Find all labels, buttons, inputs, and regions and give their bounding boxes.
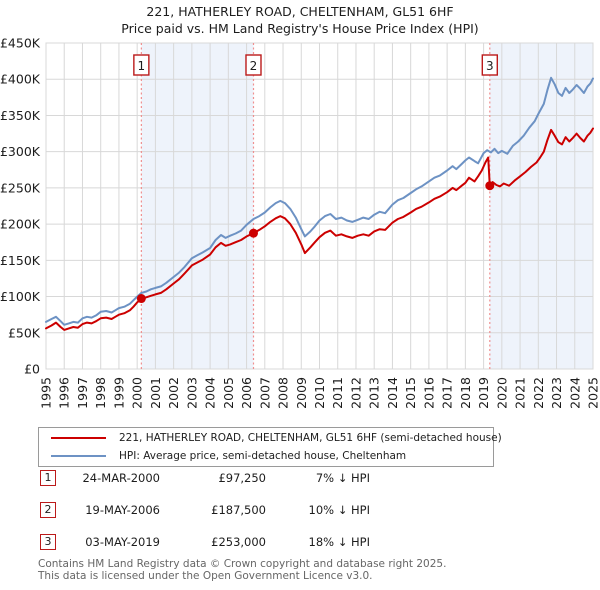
series-line — [45, 76, 594, 326]
y-tick-label: £450K — [0, 36, 41, 51]
legend-label-property: 221, HATHERLEY ROAD, CHELTENHAM, GL51 6H… — [119, 432, 502, 444]
y-tick-label: £250K — [0, 180, 41, 195]
y-tick-label: £300K — [0, 144, 41, 159]
x-tick-label: 2022 — [531, 377, 546, 409]
footer-line-2: This data is licensed under the Open Gov… — [38, 570, 373, 583]
x-tick-label: 2002 — [166, 377, 181, 409]
chart-subtitle: Price paid vs. HM Land Registry's House … — [121, 21, 479, 36]
sale-marker-number: 1 — [138, 59, 146, 73]
price-chart: £0 £50K £100K £150K £200K £250K £300K £350K £400… — [0, 36, 600, 409]
x-tick-label: 2007 — [257, 377, 272, 409]
y-tick-label: £200K — [0, 217, 41, 232]
x-tick-label: 2008 — [276, 377, 291, 409]
x-tick-label: 2005 — [221, 377, 236, 409]
x-tick-label: 2009 — [294, 377, 309, 409]
sale-hpi-diff-2: 10% ↓ HPI — [308, 502, 370, 517]
y-tick-label: £400K — [0, 72, 41, 87]
copyright-footer: Contains HM Land Registry data © Crown c… — [38, 558, 446, 583]
chart-title: 221, HATHERLEY ROAD, CHELTENHAM, GL51 6H… — [146, 4, 454, 19]
x-tick-label: 2001 — [148, 377, 163, 409]
x-tick-label: 2021 — [513, 377, 528, 409]
x-tick-label: 2011 — [330, 377, 345, 409]
plot-border — [45, 42, 594, 370]
sale-marker-box — [481, 54, 498, 76]
series-line — [45, 127, 594, 331]
footer-line-1: Contains HM Land Registry data © Crown c… — [38, 558, 447, 570]
sale-hpi-diff-1: 7% ↓ HPI — [315, 470, 370, 485]
sale-marker-badge-2: 2 — [40, 501, 56, 518]
legend-item-hpi: HPI: Average price, semi-detached house,… — [39, 449, 493, 464]
sale-date-1: 24-MAR-2000 — [82, 470, 160, 485]
x-tick-label: 2024 — [567, 377, 582, 409]
sale-row-2: 2 19-MAY-2006 £187,500 10% ↓ HPI — [40, 501, 370, 518]
x-tick-label: 2006 — [239, 377, 254, 409]
y-tick-label: £350K — [0, 108, 41, 123]
x-tick-label: 2013 — [367, 377, 382, 409]
sale-row-3: 3 03-MAY-2019 £253,000 18% ↓ HPI — [40, 533, 370, 550]
legend-item-property: 221, HATHERLEY ROAD, CHELTENHAM, GL51 6H… — [39, 431, 502, 446]
x-tick-label: 2000 — [130, 377, 145, 409]
sale-hpi-diff-3: 18% ↓ HPI — [308, 534, 370, 549]
hpi-line-sample — [51, 455, 106, 457]
sale-price-3: £253,000 — [211, 534, 266, 549]
x-tick-label: 2014 — [385, 377, 400, 409]
x-tick-label: 2010 — [312, 377, 327, 409]
y-tick-label: £150K — [0, 253, 41, 268]
y-tick-label: £50K — [8, 325, 41, 340]
property-line-sample — [51, 437, 106, 439]
sales-table: 1 24-MAR-2000 £97,250 7% ↓ HPI 2 19-MAY-… — [40, 469, 370, 565]
x-tick-label: 2004 — [203, 377, 218, 409]
y-tick-label: £100K — [0, 289, 41, 304]
x-tick-label: 2016 — [421, 377, 436, 409]
sale-marker-number: 3 — [486, 59, 494, 73]
sale-row-1: 1 24-MAR-2000 £97,250 7% ↓ HPI — [40, 469, 370, 486]
x-tick-label: 2003 — [184, 377, 199, 409]
x-tick-label: 2025 — [586, 377, 600, 409]
sale-price-1: £97,250 — [218, 470, 266, 485]
x-tick-label: 2012 — [348, 377, 363, 409]
sale-marker-badge-1: 1 — [40, 469, 56, 486]
x-tick-label: 1999 — [111, 377, 126, 409]
legend-label-hpi: HPI: Average price, semi-detached house,… — [119, 450, 407, 462]
sale-marker-box — [245, 54, 262, 76]
sale-date-2: 19-MAY-2006 — [85, 502, 160, 517]
sale-date-3: 03-MAY-2019 — [85, 534, 160, 549]
shaded-band — [141, 43, 254, 369]
x-tick-label: 2018 — [458, 377, 473, 409]
y-tick-label: £0 — [24, 362, 40, 377]
sale-marker-badge-3: 3 — [40, 533, 56, 550]
x-tick-label: 1996 — [57, 377, 72, 409]
sale-point-dot — [248, 228, 258, 238]
x-tick-label: 2015 — [403, 377, 418, 409]
sale-marker-number: 2 — [250, 59, 258, 73]
sale-point-dot — [136, 294, 146, 304]
chart-legend: 221, HATHERLEY ROAD, CHELTENHAM, GL51 6H… — [38, 427, 502, 467]
x-tick-label: 2020 — [494, 377, 509, 409]
x-tick-label: 2017 — [440, 377, 455, 409]
sale-price-2: £187,500 — [211, 502, 266, 517]
x-tick-label: 2019 — [476, 377, 491, 409]
x-tick-label: 1997 — [75, 377, 90, 409]
sale-point-dot — [485, 181, 495, 191]
shaded-band — [489, 43, 593, 369]
sale-marker-box — [133, 54, 150, 76]
x-tick-label: 1995 — [39, 377, 54, 409]
x-tick-label: 2023 — [549, 377, 564, 409]
x-tick-label: 1998 — [93, 377, 108, 409]
